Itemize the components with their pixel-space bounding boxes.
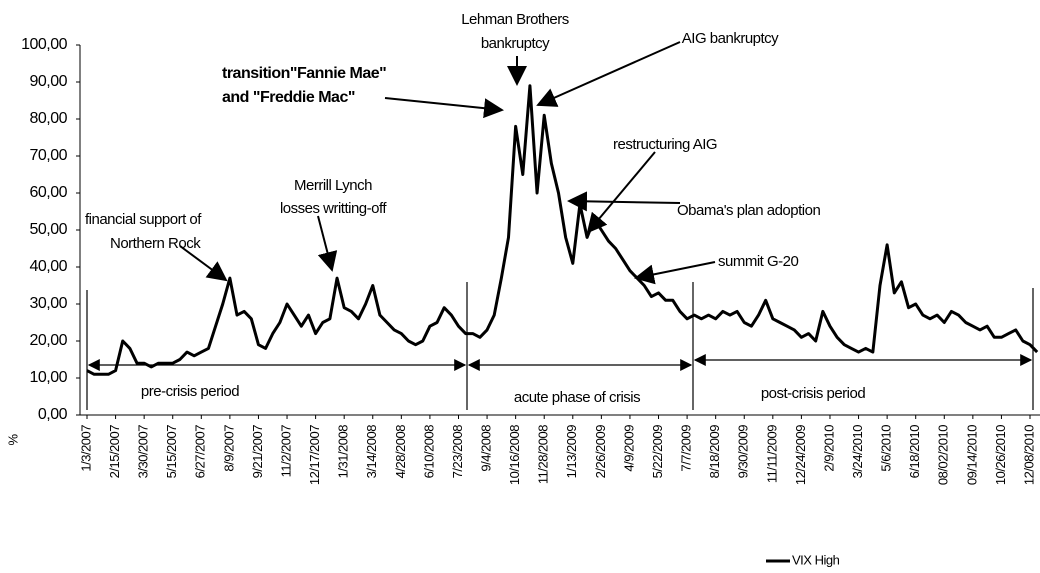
- x-tick-label: 12/24/2009: [793, 425, 808, 485]
- y-tick-label: 40,00: [29, 258, 67, 275]
- annotation: Northern Rock: [110, 235, 201, 252]
- x-tick-label: 9/30/2009: [736, 425, 751, 479]
- x-tick-label: 10/16/2008: [507, 425, 522, 485]
- period-label: pre-crisis period: [141, 383, 239, 400]
- annotation-arrows: [179, 41, 716, 285]
- y-tick-label: 100,00: [21, 36, 68, 53]
- x-tick-label: 1/3/2007: [78, 425, 93, 472]
- x-tick-label: 11/11/2009: [764, 425, 779, 483]
- annotation: and "Freddie Mac": [222, 89, 355, 106]
- x-tick-label: 6/27/2007: [193, 425, 208, 479]
- x-tick-label: 11/2/2007: [278, 425, 293, 478]
- y-tick-label: 0,00: [38, 406, 68, 423]
- y-tick-label: 80,00: [29, 110, 67, 127]
- x-tick-label: 08/02/2010: [936, 425, 951, 485]
- series-line: [86, 84, 1039, 376]
- period-label: acute phase of crisis: [514, 389, 640, 406]
- period-label: post-crisis period: [761, 385, 866, 402]
- x-tick-label: 4/9/2009: [621, 425, 636, 472]
- y-tick-label: 50,00: [29, 221, 67, 238]
- y-tick-label: 30,00: [29, 295, 67, 312]
- x-tick-label: 9/21/2007: [250, 425, 265, 479]
- annotation: losses writting-off: [280, 200, 387, 217]
- annotation: restructuring AIG: [613, 136, 717, 153]
- annotation: transition"Fannie Mae": [222, 65, 386, 82]
- annotation: Merrill Lynch: [294, 177, 372, 194]
- x-tick-label: 5/15/2007: [164, 425, 179, 479]
- x-tick-label: 5/22/2009: [650, 425, 665, 479]
- x-tick-label: 09/14/2010: [964, 425, 979, 485]
- x-tick-label: 9/4/2008: [479, 425, 494, 472]
- x-tick-label: 4/28/2008: [393, 425, 408, 479]
- y-tick-label: 20,00: [29, 332, 67, 349]
- x-tick-label: 2/26/2009: [593, 425, 608, 479]
- x-tick-label: 3/14/2008: [364, 425, 379, 479]
- x-tick-label: 3/24/2010: [850, 425, 865, 479]
- x-tick-label: 6/10/2008: [421, 425, 436, 479]
- x-tick-label: 5/6/2010: [879, 425, 894, 472]
- x-tick-label: 1/13/2009: [564, 425, 579, 479]
- y-tick-label: 60,00: [29, 184, 67, 201]
- x-tick-label: 11/28/2008: [536, 425, 551, 484]
- x-tick-label: 1/31/2008: [336, 425, 351, 479]
- annotation: financial support of: [85, 211, 202, 228]
- annotation: Obama's plan adoption: [677, 202, 820, 219]
- annotation: bankruptcy: [481, 35, 550, 52]
- x-tick-label: 8/9/2007: [221, 425, 236, 472]
- x-tick-label: 8/18/2009: [707, 425, 722, 479]
- x-tick-label: 10/26/2010: [993, 425, 1008, 485]
- annotation: Lehman Brothers: [461, 11, 569, 28]
- x-tick-label: 3/30/2007: [136, 425, 151, 479]
- legend-label: VIX High: [792, 552, 840, 567]
- x-tick-label: 12/08/2010: [1021, 425, 1036, 485]
- y-axis-label: %: [5, 434, 20, 446]
- x-tick-label: 7/23/2008: [450, 425, 465, 479]
- x-tick-label: 7/7/2009: [679, 425, 694, 472]
- annotation: summit G-20: [718, 253, 799, 270]
- x-tick-label: 2/15/2007: [107, 425, 122, 479]
- y-tick-label: 10,00: [29, 369, 67, 386]
- annotation: AIG bankruptcy: [682, 30, 779, 47]
- x-tick-label: 2/9/2010: [821, 425, 836, 472]
- y-tick-label: 90,00: [29, 73, 67, 90]
- x-tick-label: 6/18/2010: [907, 425, 922, 479]
- x-tick-label: 12/17/2007: [307, 425, 322, 485]
- y-tick-label: 70,00: [29, 147, 67, 164]
